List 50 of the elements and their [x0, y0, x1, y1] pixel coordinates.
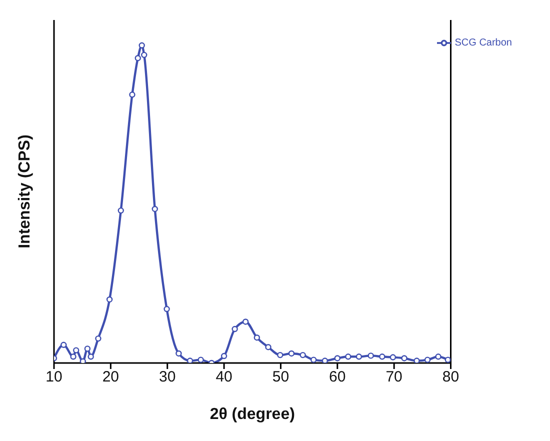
point [95, 335, 102, 342]
point [368, 352, 374, 359]
x-tick-label: 70 [386, 368, 402, 386]
x-axis-title: 2θ (degree) [210, 406, 295, 423]
point [134, 55, 141, 62]
point [220, 352, 228, 360]
point [334, 355, 340, 362]
point [444, 356, 451, 363]
point [277, 352, 284, 358]
point [141, 52, 148, 58]
point [118, 207, 124, 214]
point [288, 350, 295, 357]
point [401, 355, 408, 362]
point [129, 92, 136, 98]
point [138, 42, 145, 49]
point [242, 318, 249, 325]
point [265, 344, 272, 350]
point [254, 334, 260, 341]
point [106, 296, 113, 303]
point [80, 358, 86, 363]
legend-label: SCG Carbon [454, 38, 512, 49]
point [60, 342, 67, 348]
point [424, 356, 431, 363]
point [186, 358, 194, 363]
point [310, 356, 317, 363]
y-axis-title: Intensity (CPS) [16, 134, 34, 248]
x-tick-label: 40 [216, 368, 232, 386]
point [164, 306, 170, 312]
point [198, 356, 204, 363]
point [152, 206, 158, 212]
point [414, 358, 420, 363]
point [88, 354, 94, 360]
x-tick-label: 20 [102, 368, 120, 386]
point [73, 347, 80, 354]
point [300, 352, 306, 358]
x-tick-label: 30 [159, 368, 176, 386]
point [345, 354, 352, 360]
point [356, 354, 362, 360]
point [70, 354, 76, 360]
point [176, 350, 182, 357]
x-tick-label: 80 [442, 368, 460, 386]
point [84, 346, 91, 352]
point [435, 354, 442, 360]
x-tick-label: 10 [46, 368, 62, 386]
point [322, 358, 328, 363]
point [390, 354, 396, 360]
x-tick-label: 60 [329, 368, 346, 386]
point [379, 354, 386, 360]
point [232, 326, 238, 332]
x-tick-label: 50 [272, 368, 290, 386]
